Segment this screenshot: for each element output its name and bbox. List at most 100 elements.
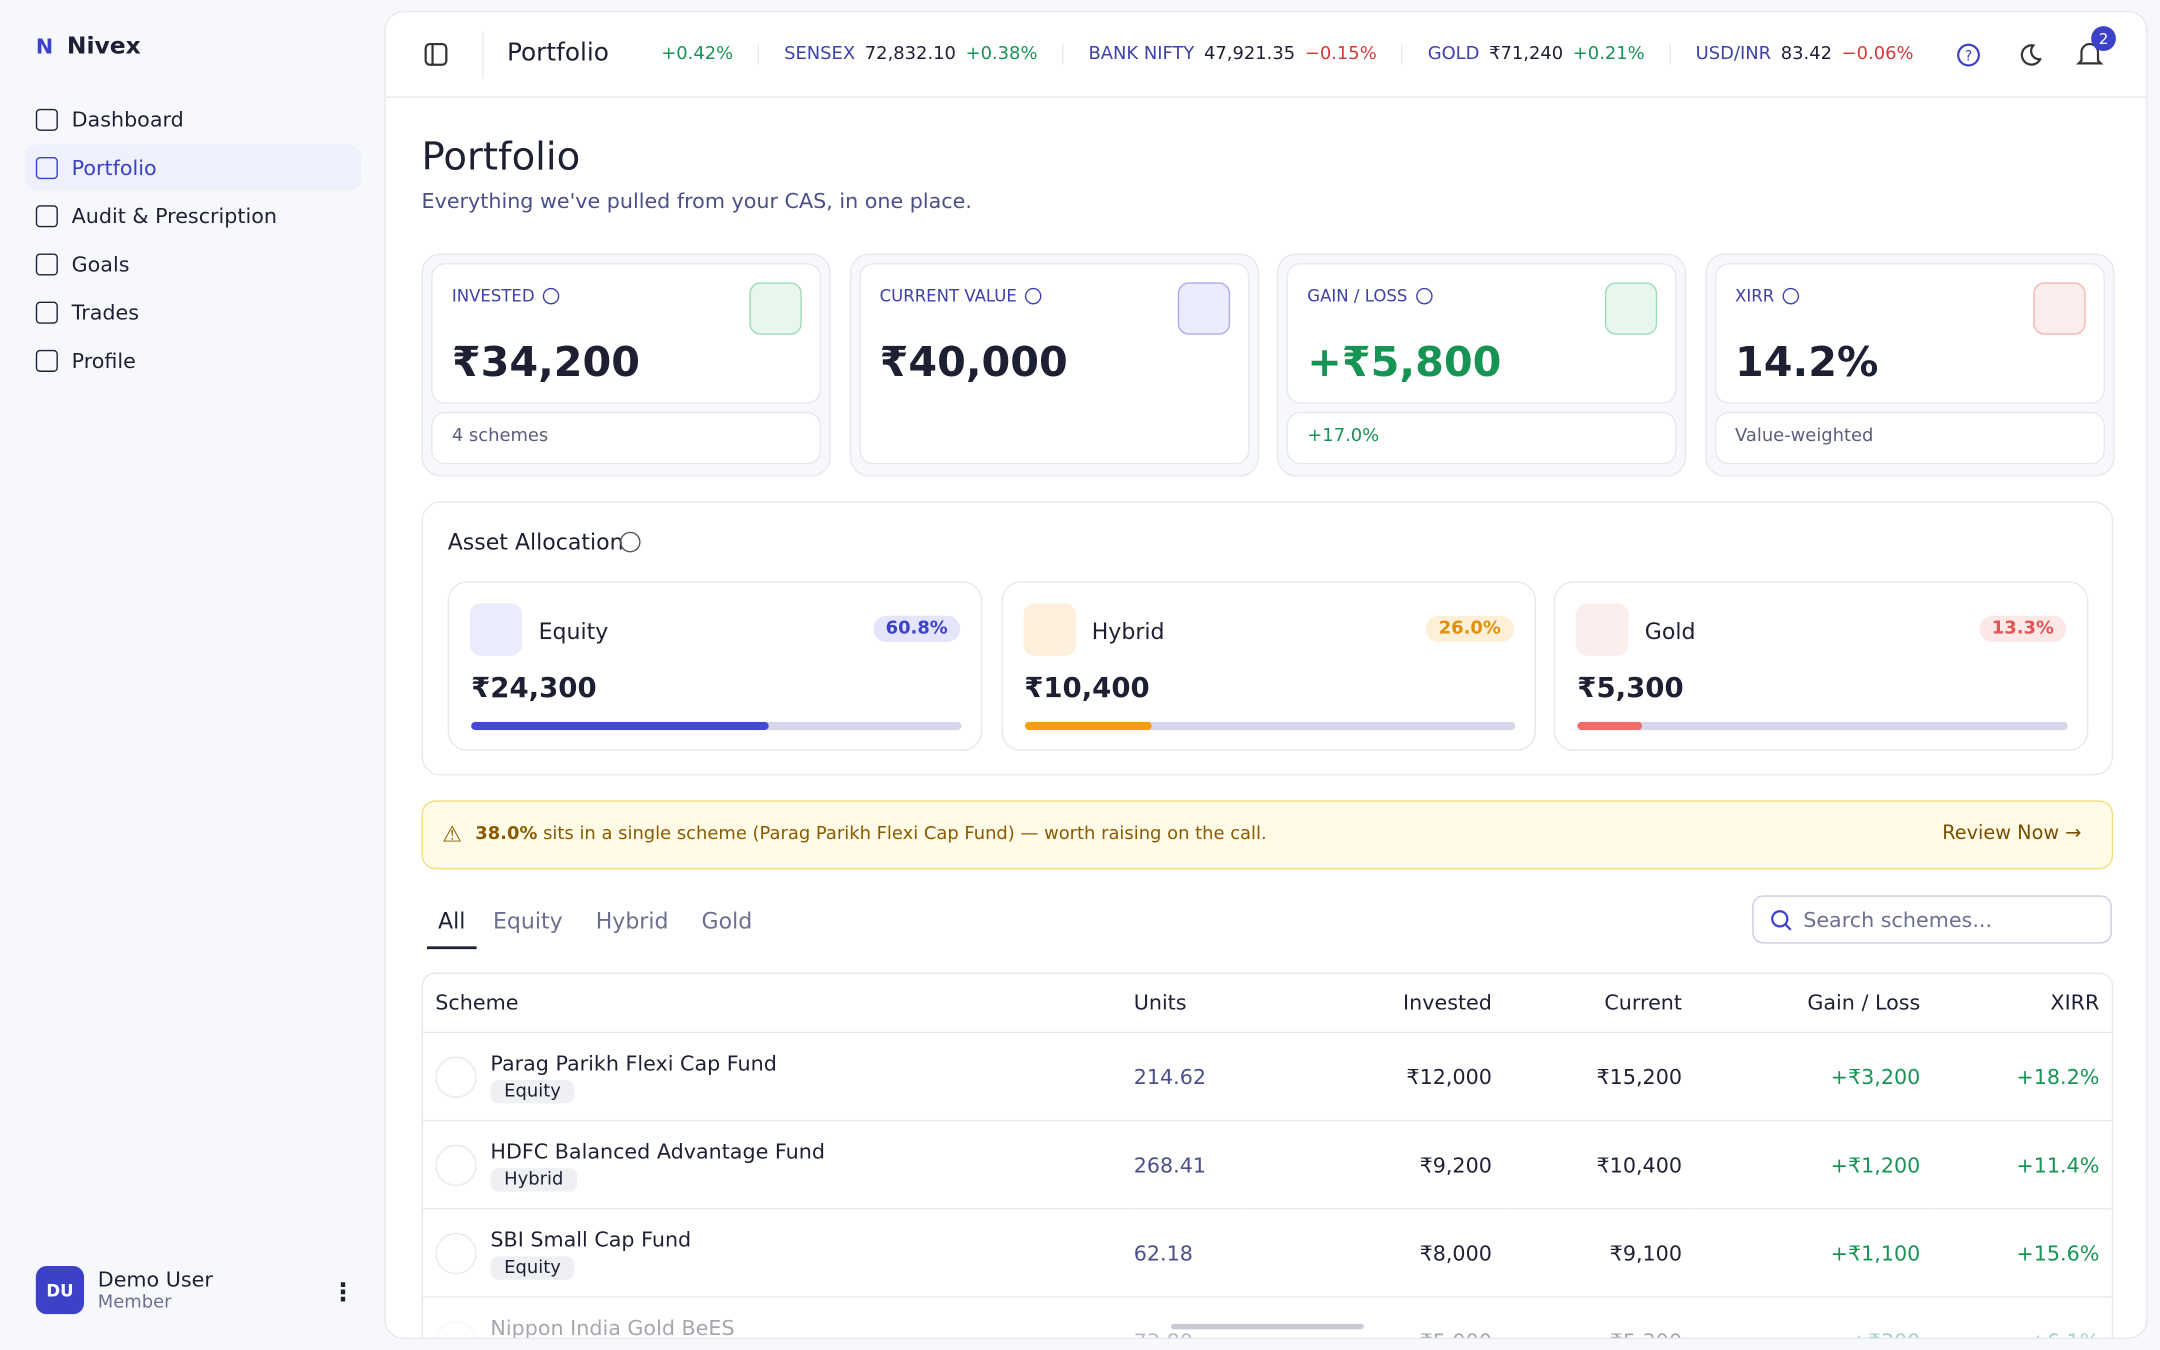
column-header: Scheme — [422, 973, 1134, 1034]
nav-item[interactable]: Goals — [25, 241, 361, 286]
scheme: HDFC Balanced Advantage Fund Hybrid — [435, 1139, 1121, 1191]
units: 62.18 — [1133, 1208, 1246, 1298]
nav-icon — [35, 108, 58, 131]
ticker-change: +0.38% — [965, 44, 1038, 65]
user[interactable]: DU Demo User Member — [35, 1265, 213, 1315]
stat-label: CURRENT VALUE — [880, 287, 1042, 306]
nav-item[interactable]: Dashboard — [25, 96, 361, 141]
table: Scheme Units Invested Current Gain / Loss XIR… — [422, 973, 2112, 1339]
nav-label: Profile — [71, 347, 136, 373]
ticker-change: +0.21% — [1572, 44, 1645, 65]
brand[interactable]: N Nivex — [36, 33, 141, 61]
stat-label: XIRR — [1735, 287, 1799, 306]
tab[interactable]: All — [427, 908, 477, 950]
units: 214.62 — [1133, 1032, 1246, 1122]
allocation-icon — [1022, 603, 1076, 656]
allocation-bar — [1577, 721, 1643, 731]
tab[interactable]: Gold — [701, 907, 753, 934]
nav-icon — [35, 349, 58, 372]
user-menu[interactable]: ⋮ — [330, 1278, 356, 1308]
current: ₹10,400 — [1504, 1120, 1695, 1210]
stat-body: INVESTED ₹34,200 — [431, 263, 822, 404]
current: ₹9,100 — [1504, 1208, 1695, 1298]
allocation-bar — [1024, 721, 1152, 731]
ticker: +0.42% SENSEX 72,832.10 +0.38% BANK NIFTY 47,… — [642, 12, 1937, 96]
allocation-amount: ₹5,300 — [1577, 670, 1684, 704]
allocation-share: 26.0% — [1426, 615, 1514, 642]
stat-note: 4 schemes — [431, 411, 822, 465]
stat-icon — [749, 282, 802, 335]
xirr: +11.4% — [1932, 1120, 2112, 1210]
user-role: Member — [97, 1292, 172, 1313]
main: Portfolio +0.42% SENSEX 72,832.10 +0.38% BAN… — [384, 11, 2148, 1339]
nav-item[interactable]: Profile — [25, 337, 361, 382]
stat-card: INVESTED ₹34,200 4 schemes — [421, 253, 831, 477]
sidebar-toggle[interactable] — [424, 42, 448, 66]
tab[interactable]: Equity — [492, 907, 563, 934]
ticker-name: GOLD — [1427, 44, 1480, 65]
stat-label-text: CURRENT VALUE — [879, 286, 1017, 306]
scheme-text: HDFC Balanced Advantage Fund Hybrid — [490, 1139, 825, 1191]
nav-item[interactable]: Trades — [25, 289, 361, 334]
nav-icon — [35, 156, 58, 179]
ticker-item: GOLD ₹71,240 +0.21% — [1403, 44, 1671, 65]
nav-label: Dashboard — [71, 106, 184, 132]
table-row[interactable]: Parag Parikh Flexi Cap Fund Equity 214.62 ₹… — [422, 1032, 2112, 1122]
scheme-cell: Parag Parikh Flexi Cap Fund Equity — [422, 1032, 1134, 1122]
ticker-price: ₹71,240 — [1489, 44, 1564, 65]
info-icon[interactable] — [1782, 287, 1799, 305]
stat-body: GAIN / LOSS +₹5,800 — [1286, 263, 1677, 404]
stat-card: XIRR 14.2% Value-weighted — [1704, 253, 2114, 477]
column-header: XIRR — [1932, 973, 2112, 1034]
allocation-item: Equity 60.8% ₹24,300 — [447, 581, 983, 751]
search[interactable]: Search schemes... — [1752, 895, 2112, 944]
theme-toggle[interactable] — [2017, 43, 2042, 68]
nav-item[interactable]: Audit & Prescription — [25, 193, 361, 238]
info-icon[interactable] — [542, 287, 560, 305]
column-header: Gain / Loss — [1694, 973, 1933, 1034]
xirr: +18.2% — [1932, 1032, 2112, 1122]
invested: ₹9,200 — [1245, 1120, 1505, 1210]
stat-note: Value-weighted — [1714, 411, 2105, 465]
nav-item[interactable]: Portfolio — [24, 144, 361, 191]
alert-icon: ⚠ — [442, 821, 462, 848]
nav: Dashboard Portfolio Audit & Prescription Go… — [24, 96, 361, 385]
help-button[interactable]: ? — [1956, 43, 1981, 68]
current: ₹5,300 — [1504, 1296, 1695, 1338]
ticker-price: 72,832.10 — [864, 44, 956, 65]
gain: +₹1,100 — [1694, 1208, 1933, 1298]
gain: +₹300 — [1694, 1296, 1933, 1338]
scheme-name: Parag Parikh Flexi Cap Fund — [490, 1050, 777, 1076]
review-button[interactable]: Review Now → — [1942, 822, 2082, 845]
scheme-name: HDFC Balanced Advantage Fund — [490, 1138, 825, 1164]
table-row[interactable]: SBI Small Cap Fund Equity 62.18 ₹8,000 ₹9,10… — [422, 1208, 2112, 1298]
info-icon[interactable] — [1415, 287, 1433, 305]
xirr: +15.6% — [1932, 1208, 2112, 1298]
table-row[interactable]: Nippon India Gold BeESGold 73.80₹5,000₹5,… — [422, 1296, 2112, 1339]
tab[interactable]: Hybrid — [595, 907, 669, 934]
xirr: +6.1% — [1932, 1296, 2112, 1338]
stat-label: INVESTED — [452, 287, 560, 306]
table-row[interactable]: HDFC Balanced Advantage Fund Hybrid 268.41… — [422, 1120, 2112, 1210]
info-icon[interactable] — [1025, 287, 1042, 305]
allocation-amount: ₹10,400 — [1024, 670, 1150, 704]
stat-value: ₹34,200 — [451, 338, 641, 388]
stat-value: ₹40,000 — [879, 338, 1068, 388]
stat-label: GAIN / LOSS — [1307, 287, 1433, 306]
scheme-name: Nippon India Gold BeES — [490, 1314, 735, 1339]
alert-text: sits in a single scheme (Parag Parikh Fl… — [543, 823, 1267, 845]
scheme-category: Equity — [490, 1255, 575, 1280]
allocation-track — [471, 721, 962, 731]
allocation-track — [1024, 721, 1515, 731]
stat-note: +17.0% — [1286, 411, 1677, 465]
info-icon[interactable] — [619, 531, 641, 553]
ticker-name: USD/INR — [1695, 44, 1772, 65]
ticker-change: +0.42% — [661, 44, 734, 65]
holdings-table: Scheme Units Invested Current Gain / Loss XIR… — [421, 972, 2114, 1339]
scrollbar[interactable] — [1170, 1323, 1364, 1330]
scheme-text: Nippon India Gold BeESGold — [490, 1314, 735, 1339]
scheme-cell: SBI Small Cap Fund Equity — [422, 1208, 1134, 1298]
allocation-name: Gold — [1644, 618, 1696, 645]
allocation-item: Hybrid 26.0% ₹10,400 — [1000, 581, 1536, 751]
scheme-category: Hybrid — [490, 1167, 578, 1191]
